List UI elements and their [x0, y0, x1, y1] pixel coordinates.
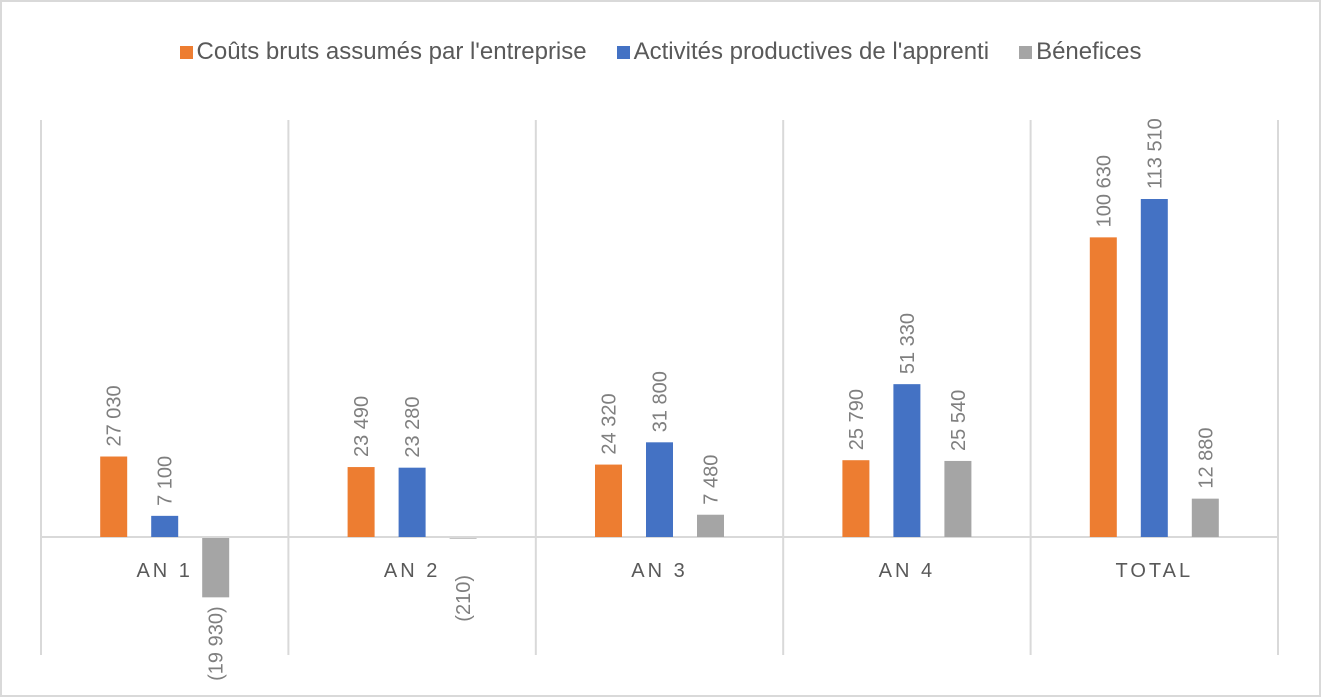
bar-costs: [595, 464, 622, 537]
data-label: 12 880: [1195, 427, 1217, 488]
bar-benefits: [944, 460, 972, 537]
bar-costs: [1089, 237, 1117, 538]
category-label: AN 4: [879, 560, 935, 582]
bar-costs: [347, 467, 375, 537]
data-label: 31 800: [650, 371, 672, 432]
data-label: 100 630: [1093, 155, 1115, 227]
data-label: 25 540: [948, 390, 970, 451]
bar-costs: [100, 456, 128, 537]
bar-productive: [646, 442, 673, 537]
data-label: 25 790: [846, 389, 868, 450]
data-label: 51 330: [897, 313, 919, 374]
bar-benefits: [697, 514, 724, 537]
data-label: (210): [453, 575, 475, 622]
bar-productive: [1140, 199, 1168, 537]
data-label: (19 930): [206, 606, 228, 681]
bar-benefits: [1191, 498, 1219, 537]
bar-productive: [151, 515, 179, 537]
data-label: 7 480: [701, 455, 723, 505]
data-label: 23 490: [351, 396, 373, 457]
legend-label-productive: Activités productives de l'apprenti: [633, 38, 990, 65]
data-label: 27 030: [104, 385, 126, 446]
data-label: 7 100: [155, 456, 177, 506]
legend-item-productive: Activités productives de l'apprenti: [616, 38, 990, 66]
category-label: AN 2: [384, 560, 440, 582]
bar-benefits: [449, 538, 477, 539]
bar-productive: [398, 467, 426, 537]
legend-swatch-benefits: [1019, 45, 1033, 59]
bar-benefits: [202, 538, 230, 598]
category-label: AN 3: [631, 560, 687, 582]
bar-costs: [842, 460, 870, 537]
chart-legend: Coûts bruts assumés par l'entreprise Act…: [0, 38, 1321, 66]
data-label: 113 510: [1144, 118, 1166, 189]
legend-label-costs: Coûts bruts assumés par l'entreprise: [196, 38, 587, 65]
legend-item-costs: Coûts bruts assumés par l'entreprise: [179, 38, 587, 66]
category-label: TOTAL: [1115, 560, 1193, 582]
data-label: 24 320: [599, 393, 621, 454]
legend-swatch-costs: [179, 45, 193, 59]
legend-item-benefits: Bénefices: [1019, 38, 1141, 66]
data-label: 23 280: [402, 397, 424, 458]
legend-label-benefits: Bénefices: [1036, 38, 1142, 65]
bar-productive: [893, 384, 921, 537]
category-label: AN 1: [136, 560, 192, 582]
legend-swatch-productive: [616, 45, 630, 59]
